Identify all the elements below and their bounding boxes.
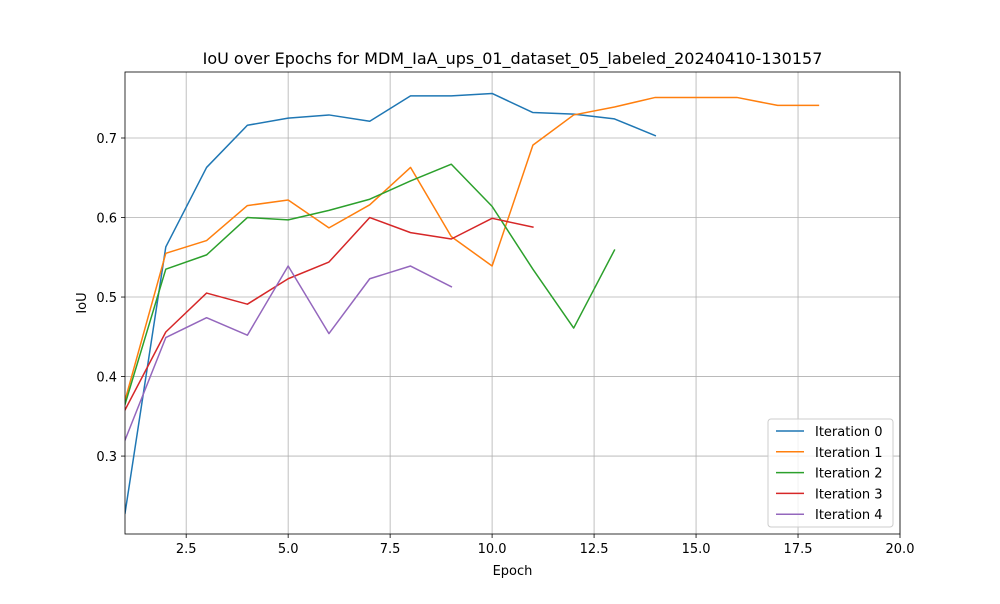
y-axis-label: IoU xyxy=(75,292,90,313)
legend: Iteration 0 Iteration 1 Iteration 2 Iterati… xyxy=(767,418,894,528)
x-axis-label: Epoch xyxy=(493,564,533,579)
legend-label-iteration-1: Iteration 1 xyxy=(815,446,883,461)
axis-ticks: 2.5 5.0 7.5 10.0 12.5 15.0 17.5 20.0 0.3 0.4 0.5 0.… xyxy=(96,132,914,557)
y-tick-label: 0.3 xyxy=(96,450,117,465)
x-tick-label: 2.5 xyxy=(176,542,197,557)
chart-title: IoU over Epochs for MDM_IaA_ups_01_datas… xyxy=(203,49,823,69)
series-line-iteration-1 xyxy=(125,96,820,402)
plot-series xyxy=(125,92,820,515)
legend-label-iteration-0: Iteration 0 xyxy=(815,425,883,440)
x-tick-label: 12.5 xyxy=(580,542,609,557)
x-tick-label: 5.0 xyxy=(278,542,299,557)
legend-label-iteration-3: Iteration 3 xyxy=(815,487,883,502)
series-line-iteration-0 xyxy=(125,92,657,515)
series-line-iteration-2 xyxy=(125,163,616,406)
x-tick-label: 10.0 xyxy=(478,542,507,557)
legend-box xyxy=(767,418,894,528)
legend-label-iteration-2: Iteration 2 xyxy=(815,467,883,482)
y-tick-label: 0.7 xyxy=(96,132,117,147)
series-line-iteration-3 xyxy=(125,216,534,411)
x-tick-label: 7.5 xyxy=(380,542,401,557)
x-tick-label: 20.0 xyxy=(886,542,915,557)
x-tick-label: 17.5 xyxy=(784,542,813,557)
y-tick-label: 0.6 xyxy=(96,212,117,227)
y-tick-label: 0.5 xyxy=(96,291,117,306)
legend-label-iteration-4: Iteration 4 xyxy=(815,508,883,523)
plot-area-frame xyxy=(124,71,901,535)
y-tick-label: 0.4 xyxy=(96,371,117,386)
x-tick-label: 15.0 xyxy=(682,542,711,557)
series-line-iteration-4 xyxy=(125,265,453,442)
